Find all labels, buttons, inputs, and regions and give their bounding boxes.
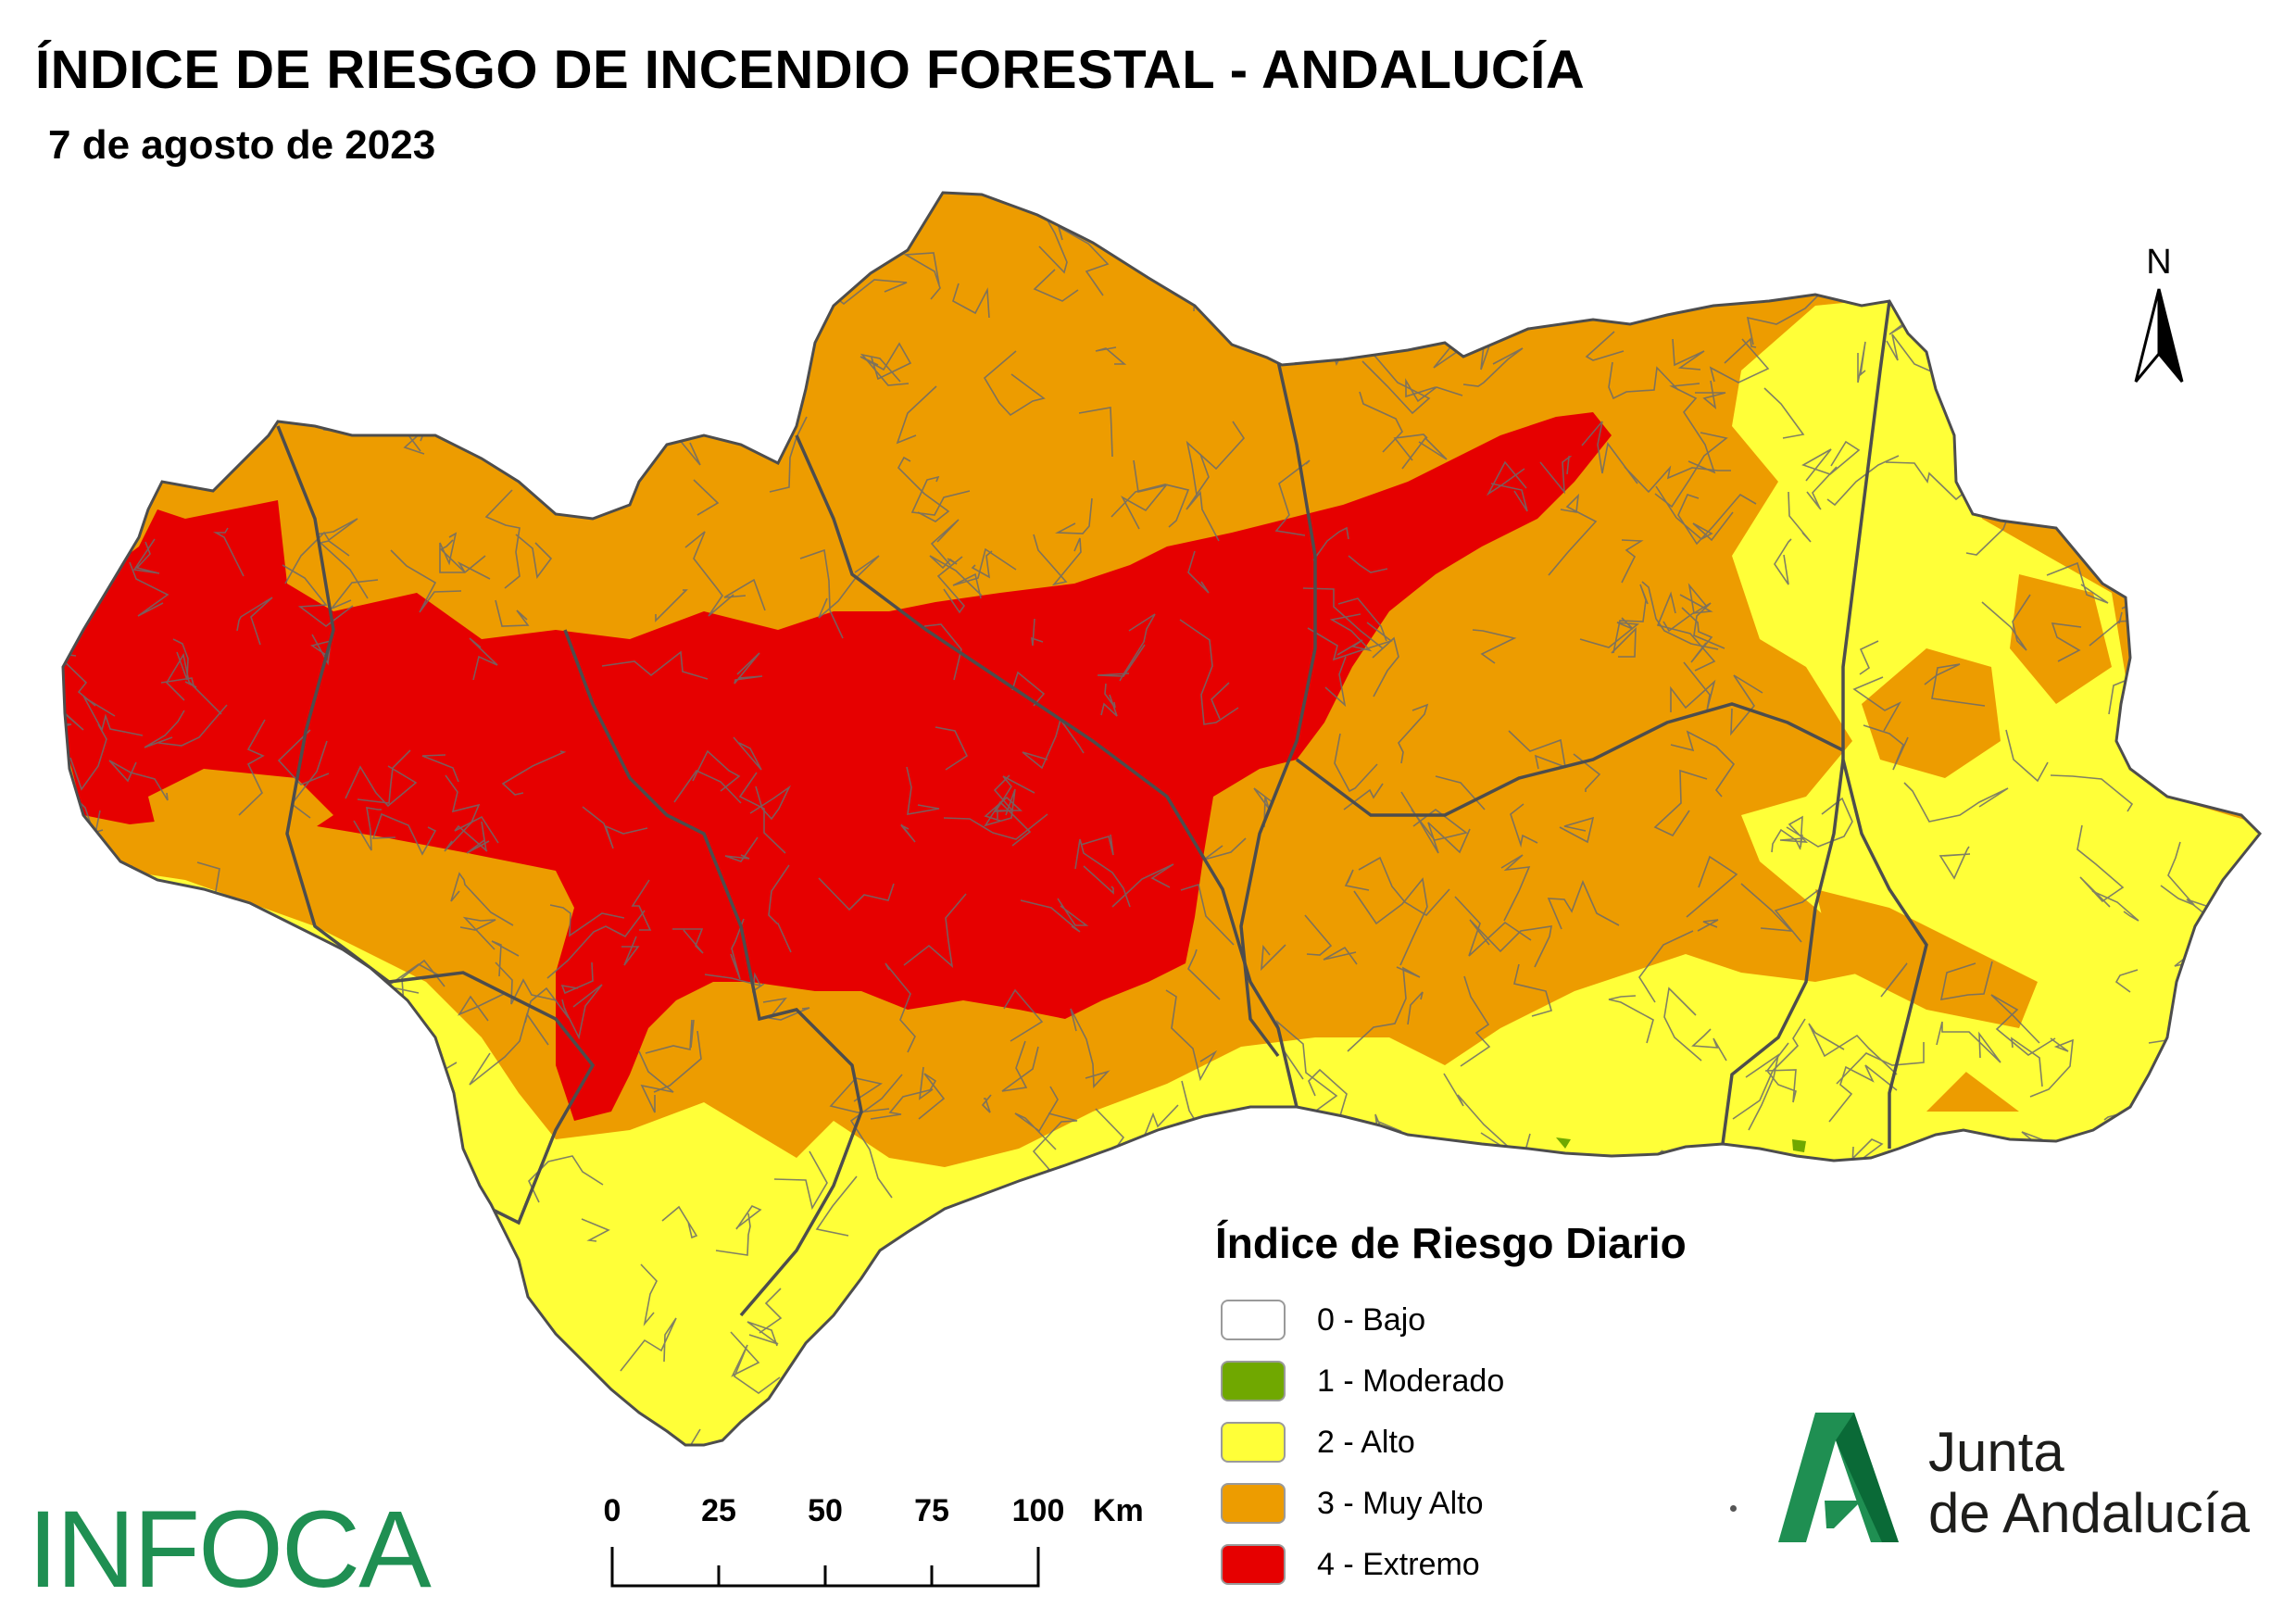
junta-line2: de Andalucía <box>1928 1482 2250 1544</box>
legend-swatch <box>1221 1361 1286 1401</box>
scale-tick-label: 100 <box>1011 1493 1065 1528</box>
junta-andalucia-logo-icon <box>1778 1413 1899 1542</box>
map-dot <box>1730 1505 1737 1512</box>
legend-item: 1 - Moderado <box>1221 1359 1687 1403</box>
legend-title: Índice de Riesgo Diario <box>1215 1219 1687 1267</box>
legend-item: 4 - Extremo <box>1221 1542 1687 1587</box>
legend: Índice de Riesgo Diario 0 - Bajo 1 - Mod… <box>1215 1218 1687 1603</box>
legend-item: 2 - Alto <box>1221 1420 1687 1464</box>
legend-label: 3 - Muy Alto <box>1317 1485 1484 1521</box>
junta-line1: Junta <box>1928 1421 2064 1483</box>
scale-tick-label: 25 <box>701 1493 736 1528</box>
north-arrow-icon <box>2134 288 2184 383</box>
region-outline <box>61 191 2263 1447</box>
north-label: N <box>2146 243 2172 282</box>
legend-swatch <box>1221 1483 1286 1524</box>
junta-andalucia-wordmark: Junta de Andalucía <box>1928 1422 2250 1544</box>
map-title: ÍNDICE DE RIESGO DE INCENDIO FORESTAL - … <box>35 40 1586 100</box>
zone-extremo <box>63 412 1612 1121</box>
scale-tick-label: 75 <box>914 1493 949 1528</box>
zone-alto-east <box>1732 296 2260 1204</box>
legend-label: 1 - Moderado <box>1317 1363 1505 1399</box>
scale-tick-label: 0 <box>603 1493 621 1528</box>
legend-swatch <box>1221 1300 1286 1340</box>
scale-tick-label: 50 <box>808 1493 843 1528</box>
legend-label: 2 - Alto <box>1317 1424 1415 1460</box>
infoca-logo: INFOCA <box>28 1489 432 1611</box>
scale-bar <box>610 1547 1040 1588</box>
legend-item: 3 - Muy Alto <box>1221 1481 1687 1526</box>
legend-swatch <box>1221 1544 1286 1585</box>
scale-unit-label: Km <box>1093 1493 1144 1528</box>
map-date: 7 de agosto de 2023 <box>48 122 436 168</box>
legend-item: 0 - Bajo <box>1221 1298 1687 1342</box>
zone-moderado <box>778 1371 808 1441</box>
legend-swatch <box>1221 1422 1286 1463</box>
legend-label: 0 - Bajo <box>1317 1301 1426 1338</box>
legend-label: 4 - Extremo <box>1317 1546 1480 1582</box>
